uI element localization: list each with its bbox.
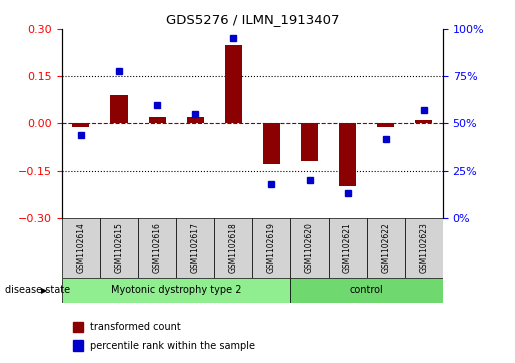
Text: GSM1102617: GSM1102617 <box>191 222 200 273</box>
Text: GSM1102615: GSM1102615 <box>114 222 124 273</box>
FancyBboxPatch shape <box>367 218 405 278</box>
Text: GSM1102618: GSM1102618 <box>229 223 238 273</box>
FancyBboxPatch shape <box>329 218 367 278</box>
Text: GSM1102620: GSM1102620 <box>305 222 314 273</box>
FancyBboxPatch shape <box>252 218 290 278</box>
Text: GSM1102614: GSM1102614 <box>76 222 85 273</box>
Bar <box>186 117 204 123</box>
Text: control: control <box>350 285 384 295</box>
Title: GDS5276 / ILMN_1913407: GDS5276 / ILMN_1913407 <box>166 13 339 26</box>
FancyBboxPatch shape <box>138 218 176 278</box>
Text: GSM1102619: GSM1102619 <box>267 222 276 273</box>
FancyBboxPatch shape <box>290 278 443 303</box>
Bar <box>73 340 83 351</box>
Bar <box>301 123 318 161</box>
FancyBboxPatch shape <box>176 218 214 278</box>
FancyBboxPatch shape <box>62 218 100 278</box>
Text: transformed count: transformed count <box>91 322 181 332</box>
FancyBboxPatch shape <box>62 278 290 303</box>
Text: GSM1102621: GSM1102621 <box>343 223 352 273</box>
Bar <box>148 117 166 123</box>
Bar <box>110 95 128 123</box>
Bar <box>339 123 356 186</box>
Bar <box>72 123 90 127</box>
Bar <box>377 123 394 127</box>
Text: GSM1102622: GSM1102622 <box>381 223 390 273</box>
Text: GSM1102623: GSM1102623 <box>419 222 428 273</box>
Text: Myotonic dystrophy type 2: Myotonic dystrophy type 2 <box>111 285 242 295</box>
Text: ▶: ▶ <box>41 286 47 295</box>
Bar <box>415 120 433 123</box>
Bar <box>225 45 242 123</box>
FancyBboxPatch shape <box>214 218 252 278</box>
FancyBboxPatch shape <box>100 218 138 278</box>
FancyBboxPatch shape <box>290 218 329 278</box>
Text: GSM1102616: GSM1102616 <box>152 222 162 273</box>
Text: disease state: disease state <box>5 285 70 295</box>
Text: percentile rank within the sample: percentile rank within the sample <box>91 341 255 351</box>
FancyBboxPatch shape <box>405 218 443 278</box>
Bar <box>73 322 83 332</box>
Bar <box>263 123 280 164</box>
